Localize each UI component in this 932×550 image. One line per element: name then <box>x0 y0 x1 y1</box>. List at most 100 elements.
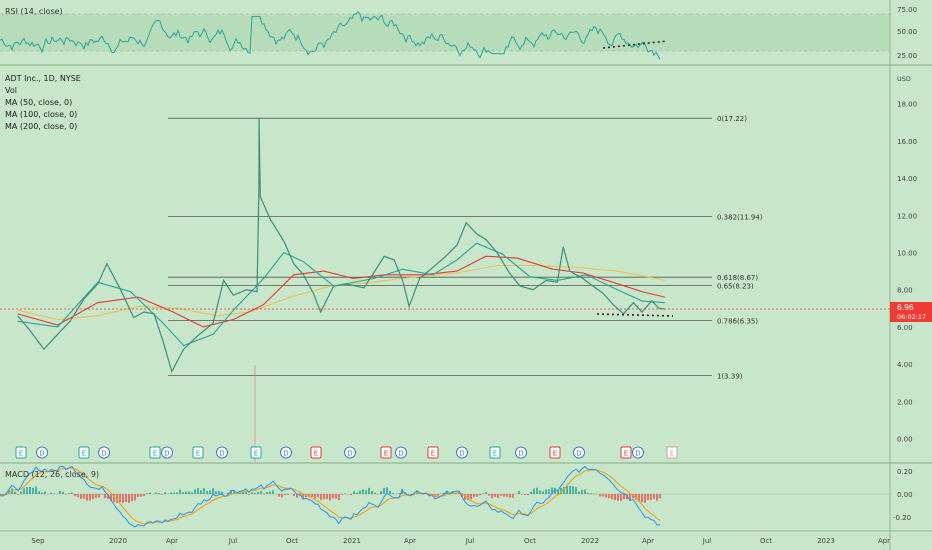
event-marker-letter: E <box>254 450 258 458</box>
fib-level-label: 0.618(8.67) <box>717 274 758 282</box>
earnings-marker[interactable] <box>15 446 27 459</box>
rsi-pane: RSI (14, close) 75.00 50.00 25.00 <box>0 6 917 60</box>
dividend-marker[interactable] <box>161 446 173 459</box>
event-marker-letter: E <box>384 450 388 458</box>
macd-tick: 0.20 <box>897 468 913 476</box>
dividend-marker[interactable] <box>573 446 585 459</box>
fib-level-label: 0(17.22) <box>717 115 747 123</box>
dividend-marker[interactable] <box>395 446 407 459</box>
dividend-marker[interactable] <box>36 446 48 459</box>
dividend-marker[interactable] <box>344 446 356 459</box>
price-tick-label: 18.00 <box>897 101 917 109</box>
indicator-ma200: MA (200, close, 0) <box>5 122 77 131</box>
ma50-line <box>17 242 665 347</box>
event-marker-letter: D <box>398 450 403 458</box>
time-axis-label: Apr <box>404 537 416 545</box>
price-candles <box>17 118 665 374</box>
dividend-marker[interactable] <box>216 446 228 459</box>
time-axis-label: Sep <box>31 537 45 545</box>
event-marker-letter: D <box>459 450 464 458</box>
event-marker-letter: D <box>635 450 640 458</box>
price-tick-label: 6.00 <box>897 324 913 332</box>
fib-level-label: 0.382(11.94) <box>717 213 763 221</box>
earnings-marker[interactable] <box>549 446 561 459</box>
symbol-title: ADT Inc., 1D, NYSE <box>5 74 81 83</box>
dividend-marker[interactable] <box>280 446 292 459</box>
time-axis-label: 2023 <box>817 537 835 545</box>
time-axis-label: 2022 <box>581 537 599 545</box>
fib-level-label: 0.786(6.35) <box>717 317 758 325</box>
earnings-marker[interactable] <box>149 446 161 459</box>
time-axis-label: Apr <box>878 537 890 545</box>
rsi-line <box>0 11 661 60</box>
rsi-tick: 25.00 <box>897 52 917 60</box>
earnings-marker[interactable] <box>192 446 204 459</box>
price-tick-label: 0.00 <box>897 436 913 444</box>
rsi-trendline <box>602 40 668 49</box>
indicator-ma100: MA (100, close, 0) <box>5 110 77 119</box>
dividend-marker[interactable] <box>632 446 644 459</box>
event-marker-letter: E <box>493 450 497 458</box>
countdown-timer: 06:02:17 <box>897 313 926 321</box>
earnings-marker[interactable] <box>620 446 632 459</box>
event-marker-letter: D <box>347 450 352 458</box>
earnings-marker[interactable] <box>78 446 90 459</box>
event-marker-letter: D <box>219 450 224 458</box>
macd-signal-line <box>0 467 661 525</box>
event-marker-letter: E <box>19 450 23 458</box>
event-marker-letter: D <box>39 450 44 458</box>
indicator-ma50: MA (50, close, 0) <box>5 98 72 107</box>
price-pane: 18.00 16.00 14.00 12.00 10.00 8.00 6.00 4.00 2.0… <box>0 74 932 462</box>
time-axis[interactable]: Sep 2020 Apr Jul Oct 2021 Apr Jul Oct 2022 Apr Jul O… <box>31 537 890 545</box>
event-marker-letter: D <box>101 450 106 458</box>
last-price-badge: 6.96 06:02:17 <box>890 302 932 322</box>
last-price-box <box>890 302 932 322</box>
event-marker-letter: E <box>153 450 157 458</box>
ma100-line <box>17 255 666 328</box>
dividend-marker[interactable] <box>515 446 527 459</box>
dividend-marker[interactable] <box>456 446 468 459</box>
time-axis-label: Apr <box>166 537 178 545</box>
earnings-marker[interactable] <box>427 446 439 459</box>
price-tick-label: 16.00 <box>897 138 917 146</box>
price-tick-label: 12.00 <box>897 212 917 220</box>
event-marker-letter: E <box>431 450 435 458</box>
earnings-marker[interactable] <box>489 446 501 459</box>
time-axis-label: Jul <box>465 537 475 545</box>
price-tick-label: 4.00 <box>897 361 913 369</box>
time-axis-label: Jul <box>702 537 712 545</box>
price-scale: 18.00 16.00 14.00 12.00 10.00 8.00 6.00 4.00 2.0… <box>897 101 917 444</box>
time-axis-label: 2020 <box>109 537 127 545</box>
price-tick-label: 2.00 <box>897 398 913 406</box>
event-marker-letter: E <box>670 450 674 458</box>
event-marker-letter: E <box>624 450 628 458</box>
earnings-marker[interactable] <box>310 446 322 459</box>
fib-level-label: 0.65(8.23) <box>717 282 754 290</box>
time-axis-label: Apr <box>642 537 654 545</box>
macd-pane: MACD (12, 26, close, 9) 0.20 0.00 -0.20 <box>0 465 913 528</box>
event-marker-letter: E <box>314 450 318 458</box>
price-tick-label: 10.00 <box>897 250 917 258</box>
event-marker-letter: D <box>283 450 288 458</box>
time-axis-label: 2021 <box>343 537 361 545</box>
rsi-label: RSI (14, close) <box>5 7 63 16</box>
macd-label: MACD (12, 26, close, 9) <box>5 470 99 479</box>
legend: ADT Inc., 1D, NYSE Vol MA (50, close, 0)… <box>5 74 81 131</box>
event-marker-letter: E <box>82 450 86 458</box>
time-axis-label: Oct <box>760 537 772 545</box>
event-marker-letter: D <box>576 450 581 458</box>
ma200-line <box>17 264 666 321</box>
last-price-value: 6.96 <box>897 303 914 312</box>
rsi-tick: 75.00 <box>897 6 917 14</box>
fib-level-label: 1(3.39) <box>717 372 743 380</box>
rsi-band <box>0 14 890 51</box>
event-marker-letter: E <box>553 450 557 458</box>
dividend-marker[interactable] <box>98 446 110 459</box>
time-axis-label: Oct <box>524 537 536 545</box>
earnings-marker[interactable] <box>380 446 392 459</box>
earnings-marker[interactable] <box>666 446 678 459</box>
event-marker-letter: D <box>164 450 169 458</box>
earnings-marker[interactable] <box>250 446 262 459</box>
